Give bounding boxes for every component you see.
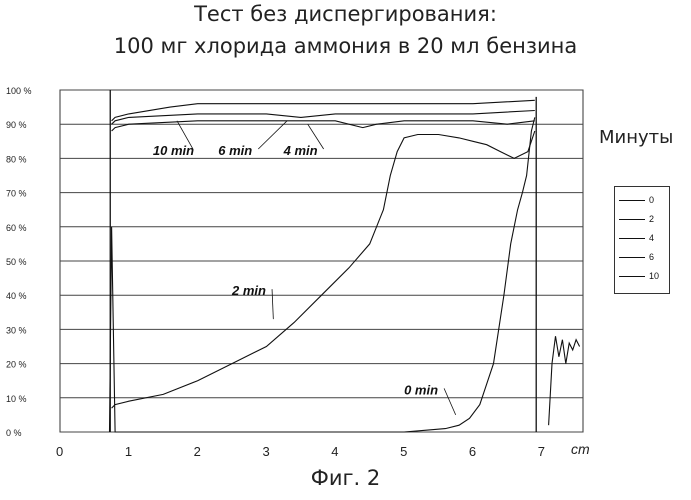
y-tick-label-90: 90 % <box>6 120 27 130</box>
x-unit-label: cm <box>571 441 590 457</box>
legend-item-6: 6 <box>619 250 667 264</box>
legend-item-4: 4 <box>619 231 667 245</box>
legend-label: 4 <box>649 231 654 245</box>
x-tick-label-5: 5 <box>400 444 407 459</box>
figure-caption: Фиг. 2 <box>0 466 691 490</box>
y-tick-label-70: 70 % <box>6 189 27 199</box>
y-tick-label-30: 30 % <box>6 325 27 335</box>
legend: 0 2 4 6 10 <box>614 186 670 294</box>
series-line-10 <box>112 100 535 121</box>
legend-item-10: 10 <box>619 269 667 283</box>
legend-item-0: 0 <box>619 193 667 207</box>
legend-swatch <box>619 219 645 220</box>
x-tick-label-2: 2 <box>194 444 201 459</box>
y-tick-label-60: 60 % <box>6 223 27 233</box>
legend-title: Минуты <box>599 127 673 148</box>
legend-label: 2 <box>649 212 654 226</box>
x-tick-label-1: 1 <box>125 444 132 459</box>
series-label-2: 2 min <box>231 283 266 298</box>
y-tick-label-20: 20 % <box>6 360 27 370</box>
y-tick-label-100: 100 % <box>6 86 32 96</box>
series-line-noise <box>549 336 580 425</box>
series-label-10: 10 min <box>153 143 194 158</box>
series-label-0: 0 min <box>404 382 438 397</box>
series-label-6: 6 min <box>218 143 252 158</box>
x-tick-label-3: 3 <box>262 444 269 459</box>
legend-label: 0 <box>649 193 654 207</box>
x-tick-label-7: 7 <box>538 444 545 459</box>
legend-label: 6 <box>649 250 654 264</box>
legend-swatch <box>619 276 645 277</box>
legend-swatch <box>619 200 645 201</box>
x-tick-label-0: 0 <box>56 444 63 459</box>
series-label-4: 4 min <box>283 143 318 158</box>
legend-label: 10 <box>649 269 659 283</box>
series-line-0 <box>110 117 535 432</box>
y-tick-label-10: 10 % <box>6 394 27 404</box>
series-line-2 <box>112 131 535 408</box>
x-tick-label-4: 4 <box>331 444 338 459</box>
series-line-4 <box>112 121 535 131</box>
y-tick-label-0: 0 % <box>6 428 22 438</box>
legend-item-2: 2 <box>619 212 667 226</box>
x-tick-label-6: 6 <box>469 444 476 459</box>
legend-swatch <box>619 257 645 258</box>
leader-line-2 <box>272 289 273 319</box>
legend-swatch <box>619 238 645 239</box>
leader-line-0 <box>444 388 456 415</box>
y-tick-label-50: 50 % <box>6 257 27 267</box>
y-tick-label-80: 80 % <box>6 154 27 164</box>
y-tick-label-40: 40 % <box>6 291 27 301</box>
